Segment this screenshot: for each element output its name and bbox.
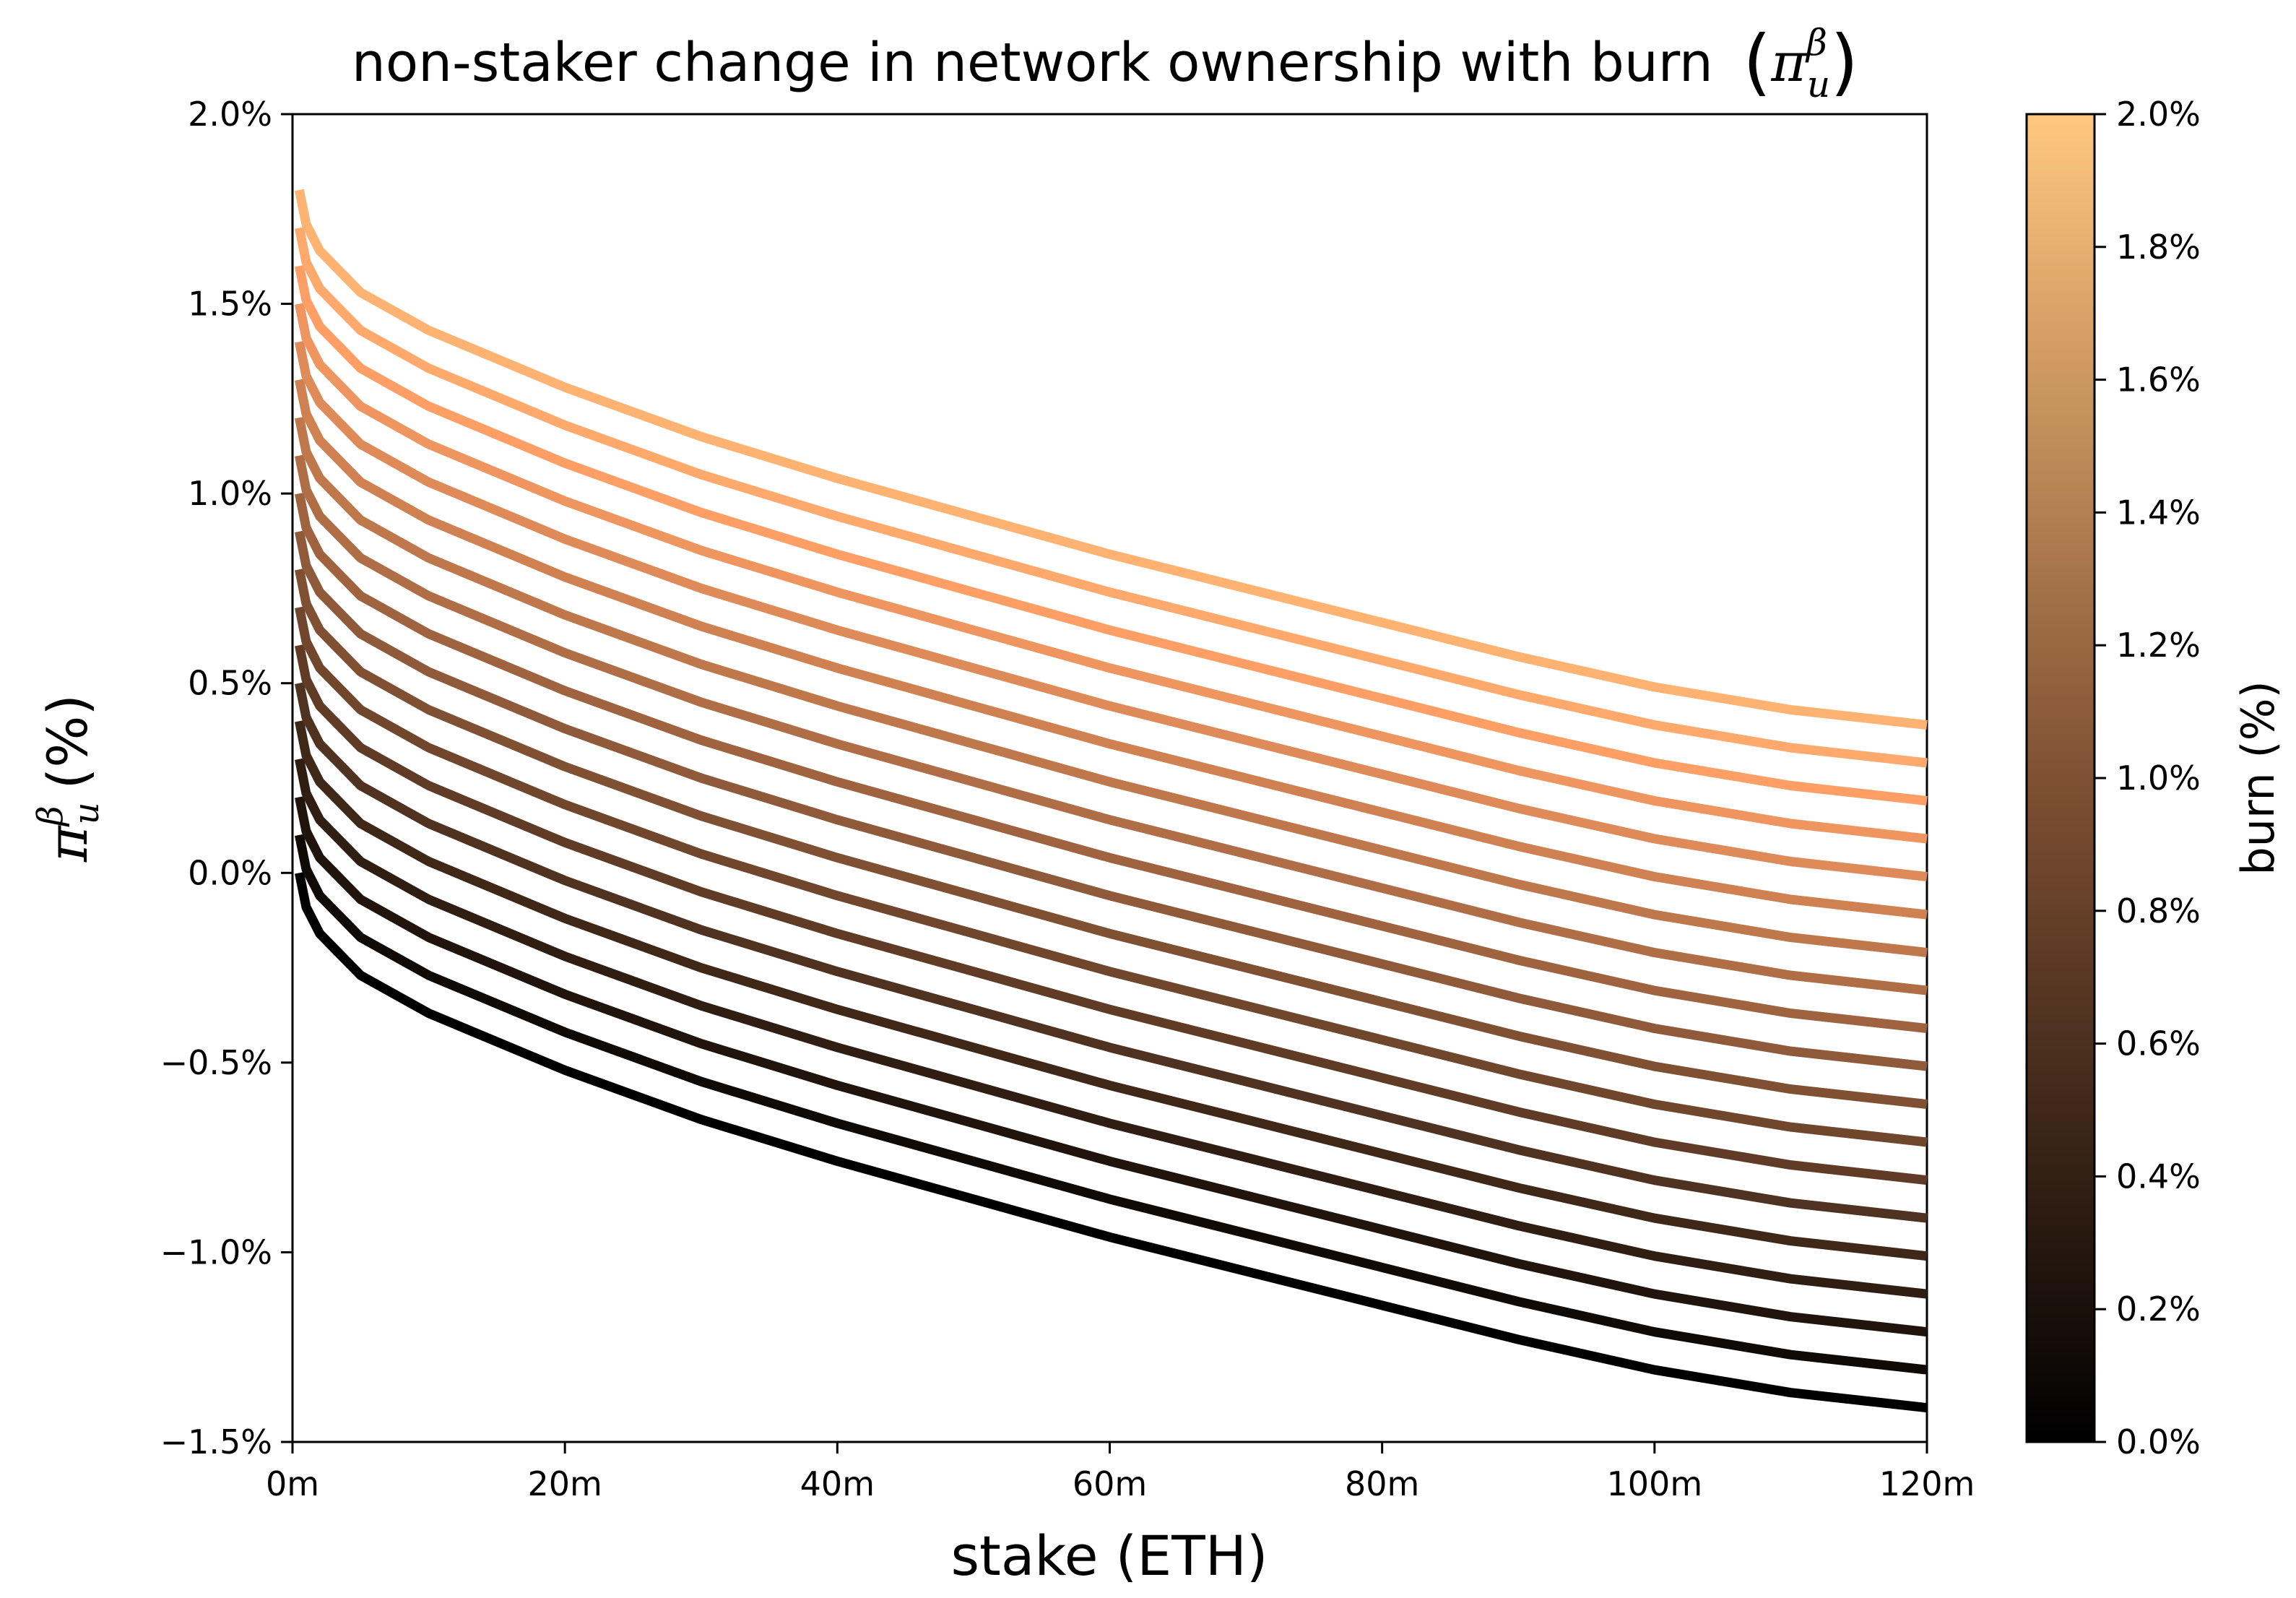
x-tick-label: 40m <box>800 1464 875 1503</box>
series-line-burn-1-3 <box>295 379 1928 920</box>
y-axis-title-symbol: π <box>35 824 100 863</box>
y-axis-title-sub: u <box>66 802 107 824</box>
x-tick-label: 0m <box>266 1464 319 1503</box>
colorbar-tick-label: 2.0% <box>2116 95 2201 134</box>
x-tick-label: 60m <box>1073 1464 1147 1503</box>
series-line-burn-0-9 <box>295 530 1928 1071</box>
x-axis-ticks: 0m 20m 40m 60m 80m 100m 120m <box>266 1442 1975 1503</box>
y-tick-label: −1.5% <box>160 1422 272 1461</box>
chart-title-symbol: π <box>1770 32 1807 94</box>
plot-area: 0m 20m 40m 60m 80m 100m 120m −1.5% −1.0% −0.5% 0.… <box>160 95 1975 1503</box>
series-line-burn-0-1 <box>295 834 1928 1375</box>
colorbar-tick-label: 0.0% <box>2116 1422 2201 1461</box>
y-tick-label: 2.0% <box>188 95 272 134</box>
y-axis-title-unit: (%) <box>35 694 100 790</box>
chart-title-text: non-staker change in network ownership w… <box>352 32 1713 94</box>
series-line-burn-1-8 <box>295 189 1928 730</box>
series-line-burn-0-4 <box>295 720 1928 1261</box>
series-line-burn-1-1 <box>295 454 1928 995</box>
colorbar-tick-label: 1.4% <box>2116 493 2201 532</box>
colorbar-tick-label: 0.4% <box>2116 1157 2201 1196</box>
series-lines <box>295 189 1928 1413</box>
chart-title-sup: β <box>1805 22 1827 64</box>
series-line-burn-0-5 <box>295 682 1928 1223</box>
colorbar-tick-label: 1.2% <box>2116 626 2201 665</box>
series-line-burn-0-7 <box>295 606 1928 1147</box>
colorbar-title: burn (%) <box>2232 681 2284 875</box>
y-tick-label: 0.5% <box>188 664 272 703</box>
x-axis-title: stake (ETH) <box>950 1524 1268 1588</box>
series-line-burn-1-7 <box>295 227 1928 768</box>
y-axis-title-sup: β <box>30 806 71 827</box>
y-tick-label: 1.0% <box>188 474 272 513</box>
colorbar-gradient <box>2025 113 2096 1443</box>
colorbar-ticks: 0.0% 0.2% 0.4% 0.6% 0.8% 1.0% 1.2% 1.4% 1.6% 1.8%… <box>2094 95 2201 1461</box>
colorbar-tick-label: 1.8% <box>2116 228 2201 267</box>
colorbar-tick-label: 1.0% <box>2116 759 2201 798</box>
x-tick-label: 120m <box>1879 1464 1975 1503</box>
chart-title-sub: u <box>1807 64 1830 105</box>
colorbar-tick-label: 1.6% <box>2116 360 2201 400</box>
y-tick-label: 1.5% <box>188 285 272 324</box>
series-line-burn-0 <box>295 872 1928 1413</box>
y-axis-ticks: −1.5% −1.0% −0.5% 0.0% 0.5% 1.0% 1.5% 2.0% <box>160 95 293 1461</box>
y-tick-label: 0.0% <box>188 853 272 892</box>
series-line-burn-1-6 <box>295 264 1928 806</box>
series-line-burn-0-6 <box>295 644 1928 1185</box>
series-line-burn-1-2 <box>295 416 1928 958</box>
y-tick-label: −1.0% <box>160 1232 272 1271</box>
colorbar-tick-label: 0.2% <box>2116 1290 2201 1329</box>
y-axis-title: πβu (%) <box>30 694 107 863</box>
y-tick-label: −0.5% <box>160 1043 272 1082</box>
x-tick-label: 100m <box>1607 1464 1703 1503</box>
colorbar: 0.0% 0.2% 0.4% 0.6% 0.8% 1.0% 1.2% 1.4% 1.6% 1.8%… <box>2025 95 2284 1461</box>
series-line-burn-1 <box>295 492 1928 1034</box>
series-line-burn-0-3 <box>295 758 1928 1299</box>
series-line-burn-1-4 <box>295 340 1928 881</box>
x-tick-label: 20m <box>527 1464 602 1503</box>
series-line-burn-1-5 <box>295 303 1928 844</box>
series-line-burn-0-2 <box>295 796 1928 1337</box>
x-tick-label: 80m <box>1345 1464 1419 1503</box>
colorbar-tick-label: 0.8% <box>2116 891 2201 930</box>
colorbar-tick-label: 0.6% <box>2116 1024 2201 1063</box>
series-line-burn-0-8 <box>295 568 1928 1110</box>
chart-title: non-staker change in network ownership w… <box>352 20 1858 105</box>
